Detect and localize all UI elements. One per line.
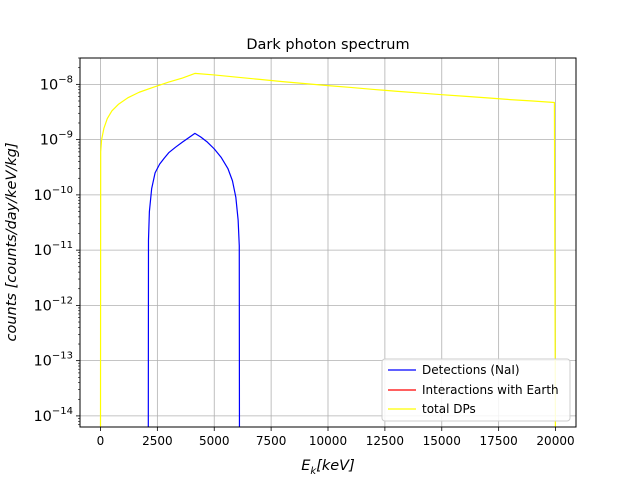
y-tick-label: 10−10 [33,185,73,204]
x-tick-label: 12500 [366,434,404,448]
x-tick-label: 15000 [423,434,461,448]
y-axis-ticks: 10−14 10−13 10−12 10−11 10−10 10−9 10−8 [33,57,80,425]
x-tick-label: 17500 [480,434,518,448]
y-tick-label: 10−13 [33,351,73,370]
series-layer [99,72,556,427]
series-line-2 [99,72,556,427]
x-tick-label: 10000 [309,434,347,448]
legend-label-interactions: Interactions with Earth [422,383,559,397]
series-line-0 [147,132,241,427]
x-tick-label: 0 [97,434,105,448]
x-axis-label: Ek[keV] [301,458,355,477]
x-tick-label: 20000 [536,434,574,448]
y-axis-label: counts [counts/day/keV/kg] [4,142,20,341]
legend: Detections (NaI) Interactions with Earth… [381,358,571,422]
x-axis-label-rest: [keV] [316,458,355,474]
x-axis-label-sub: k [310,466,317,477]
legend-label-detections: Detections (NaI) [422,363,520,377]
y-tick-label: 10−11 [33,240,73,259]
x-tick-label: 5000 [199,434,230,448]
legend-label-total: total DPs [422,402,476,416]
y-tick-label: 10−12 [33,295,73,314]
x-tick-label: 2500 [142,434,173,448]
x-axis-ticks: 0 2500 5000 7500 10000 12500 15000 17500 20000 [97,427,575,448]
chart-title: Dark photon spectrum [246,37,409,53]
x-tick-label: 7500 [256,434,287,448]
legend-box [381,358,571,422]
y-tick-label: 10−9 [40,130,73,149]
y-tick-label: 10−8 [40,74,73,93]
y-tick-label: 10−14 [33,406,73,425]
x-axis-label-main: E [301,458,311,474]
